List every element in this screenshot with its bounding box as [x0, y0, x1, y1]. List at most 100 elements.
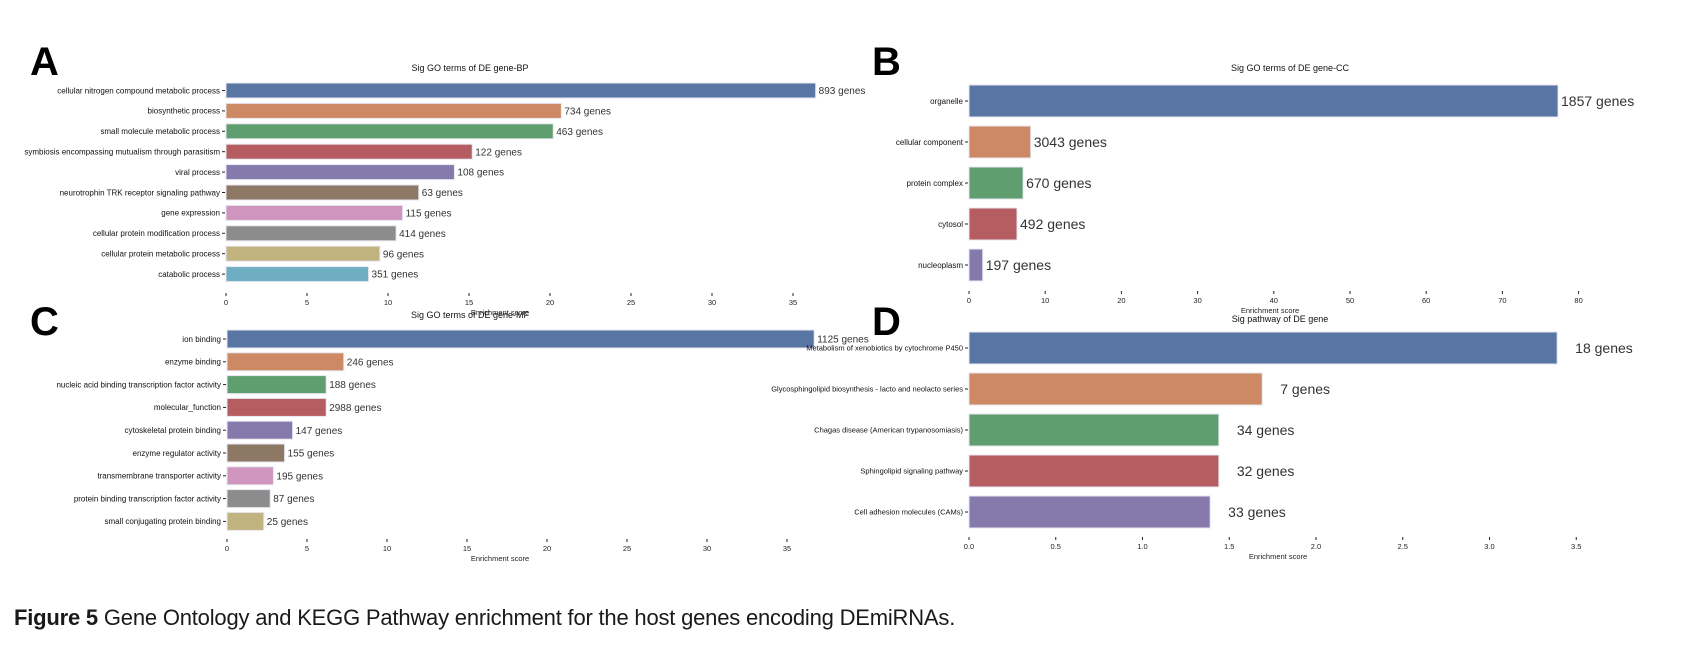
x-tick-label-c-3: 15: [463, 544, 471, 553]
data-label-a-8: 96 genes: [383, 249, 424, 260]
category-label-a-0: cellular nitrogen compound metabolic pro…: [57, 86, 220, 95]
bar-b-0: [968, 84, 1559, 118]
bar-d-0: [968, 331, 1558, 365]
data-label-a-1: 734 genes: [564, 107, 611, 118]
x-axis-label-a: Enrichment score: [471, 308, 529, 317]
bar-c-1: [226, 352, 345, 372]
category-label-d-2: Chagas disease (American trypanosomiasis…: [814, 426, 963, 435]
x-tick-label-c-6: 30: [703, 544, 711, 553]
x-tick-label-c-1: 5: [305, 544, 309, 553]
x-axis-label-c: Enrichment score: [471, 554, 529, 563]
data-label-c-2: 188 genes: [329, 380, 376, 391]
x-tick-label-b-8: 80: [1574, 296, 1582, 305]
x-tick-label-d-6: 3.0: [1484, 542, 1494, 551]
x-tick-label-c-0: 0: [225, 544, 229, 553]
category-label-b-0: organelle: [930, 97, 963, 106]
x-tick-label-d-3: 1.5: [1224, 542, 1234, 551]
x-tick-label-d-4: 2.0: [1311, 542, 1321, 551]
category-label-b-3: cytosol: [938, 220, 963, 229]
bar-b-2: [968, 166, 1024, 200]
x-tick-label-b-0: 0: [967, 296, 971, 305]
data-label-b-3: 492 genes: [1020, 216, 1085, 232]
data-label-a-4: 108 genes: [457, 168, 504, 179]
bar-a-5: [225, 184, 420, 201]
chart-title-c: Sig GO terms of DE gene-MF: [411, 310, 530, 320]
data-label-c-4: 147 genes: [296, 426, 343, 437]
bar-a-9: [225, 266, 370, 283]
bar-b-1: [968, 125, 1032, 159]
chart-title-a: Sig GO terms of DE gene-BP: [411, 63, 528, 73]
data-label-b-4: 197 genes: [986, 257, 1051, 273]
figure-caption: Figure 5 Gene Ontology and KEGG Pathway …: [14, 605, 955, 631]
x-tick-label-d-0: 0.0: [964, 542, 974, 551]
data-label-c-1: 246 genes: [347, 357, 394, 368]
category-label-c-8: small conjugating protein binding: [104, 517, 221, 526]
panel-letter-a: A: [30, 40, 59, 84]
chart-title-b: Sig GO terms of DE gene-CC: [1231, 63, 1350, 73]
bar-a-6: [225, 204, 404, 221]
x-tick-label-a-4: 20: [546, 298, 554, 307]
data-label-c-7: 87 genes: [273, 494, 314, 505]
category-label-c-4: cytoskeletal protein binding: [124, 426, 221, 435]
x-axis-label-b: Enrichment score: [1241, 306, 1299, 315]
x-tick-label-b-2: 20: [1117, 296, 1125, 305]
chart-title-d: Sig pathway of DE gene: [1232, 314, 1329, 324]
category-label-c-7: protein binding transcription factor act…: [74, 494, 221, 503]
data-label-a-5: 63 genes: [422, 188, 463, 199]
category-label-d-3: Sphingolipid signaling pathway: [860, 467, 963, 476]
data-label-d-1: 7 genes: [1280, 381, 1330, 397]
x-tick-label-a-7: 35: [789, 298, 797, 307]
x-tick-label-c-2: 10: [383, 544, 391, 553]
category-label-a-2: small molecule metabolic process: [100, 127, 220, 136]
data-label-d-2: 34 genes: [1237, 422, 1295, 438]
category-label-a-1: biosynthetic process: [148, 107, 220, 116]
category-label-a-7: cellular protein modification process: [93, 229, 220, 238]
bar-b-3: [968, 207, 1018, 241]
category-label-c-2: nucleic acid binding transcription facto…: [56, 380, 221, 389]
data-label-c-0: 1125 genes: [817, 335, 869, 346]
panel-letter-d: D: [872, 300, 901, 344]
caption-label: Figure 5: [14, 605, 98, 630]
bar-c-0: [226, 329, 815, 349]
category-label-b-1: cellular component: [896, 138, 964, 147]
category-label-a-6: gene expression: [161, 209, 220, 218]
panel-letter-b: B: [872, 40, 901, 84]
x-tick-label-b-5: 50: [1346, 296, 1354, 305]
bar-c-5: [226, 443, 286, 463]
bar-a-2: [225, 123, 554, 140]
x-tick-label-b-1: 10: [1041, 296, 1049, 305]
bar-c-4: [226, 420, 294, 440]
bar-c-2: [226, 375, 327, 395]
category-label-c-6: transmembrane transporter activity: [97, 472, 221, 481]
category-label-a-9: catabolic process: [158, 270, 220, 279]
category-label-a-4: viral process: [175, 168, 220, 177]
category-label-a-5: neurotrophin TRK receptor signaling path…: [60, 188, 220, 197]
bar-a-4: [225, 164, 455, 181]
category-label-c-3: molecular_function: [154, 403, 221, 412]
bar-d-1: [968, 372, 1263, 406]
x-axis-label-d: Enrichment score: [1249, 552, 1307, 561]
bar-a-1: [225, 102, 562, 119]
data-label-d-0: 18 genes: [1575, 340, 1633, 356]
bar-c-6: [226, 466, 274, 486]
x-tick-label-b-7: 70: [1498, 296, 1506, 305]
data-label-a-2: 463 genes: [556, 127, 603, 138]
figure-canvas: Sig GO terms of DE gene-BP cellular nitro…: [24, 63, 1634, 563]
x-tick-label-a-6: 30: [708, 298, 716, 307]
bar-d-2: [968, 413, 1220, 447]
bar-d-4: [968, 495, 1211, 529]
category-label-b-2: protein complex: [907, 179, 963, 188]
category-label-d-4: Cell adhesion molecules (CAMs): [854, 508, 963, 517]
data-label-a-3: 122 genes: [475, 147, 522, 158]
data-label-a-6: 115 genes: [406, 209, 452, 220]
category-label-d-0: Metabolism of xenobiotics by cytochrome …: [806, 344, 963, 353]
bar-c-8: [226, 511, 265, 531]
category-label-b-4: nucleoplasm: [918, 261, 963, 270]
data-label-b-1: 3043 genes: [1034, 134, 1107, 150]
bar-c-7: [226, 489, 271, 509]
x-tick-label-b-3: 30: [1193, 296, 1201, 305]
x-tick-label-b-4: 40: [1270, 296, 1278, 305]
x-tick-label-b-6: 60: [1422, 296, 1430, 305]
x-tick-label-d-2: 1.0: [1137, 542, 1147, 551]
data-label-d-4: 33 genes: [1228, 504, 1286, 520]
